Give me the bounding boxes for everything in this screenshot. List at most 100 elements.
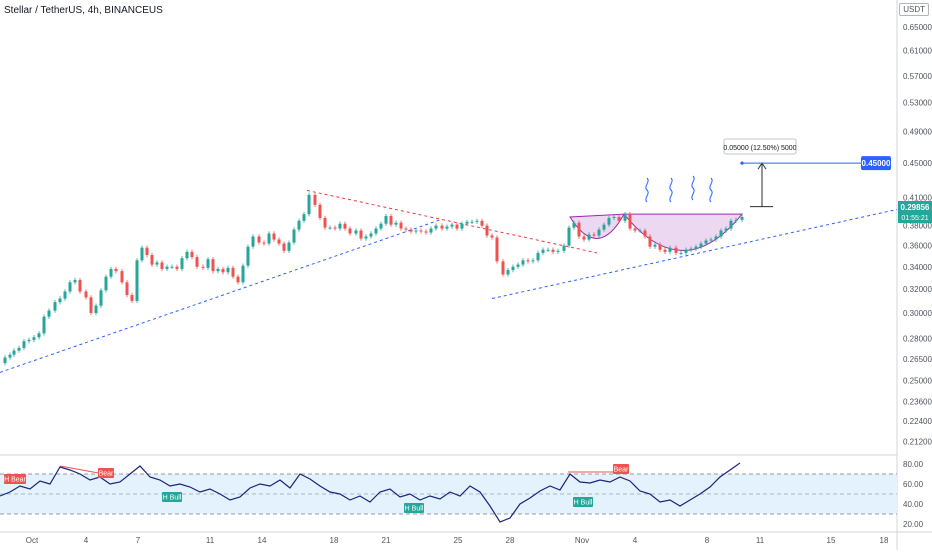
time-tick-label: 4 [84,536,89,545]
candle-body [684,249,688,253]
time-tick-label: 15 [827,536,836,545]
price-tick-label: 0.21200 [903,437,932,446]
candle-body [526,260,530,262]
time-tick-label: 21 [382,536,391,545]
quote-currency-badge[interactable]: USDT [899,3,929,16]
divergence-label: H Bull [574,500,593,507]
candle-body [643,230,647,237]
candle-body [633,228,637,231]
candle-body [653,244,657,247]
candle-body [699,243,703,247]
price-tick-label: 0.25000 [903,376,932,385]
price-tick-label: 0.30000 [903,309,932,318]
candle-body [53,302,57,311]
time-tick-label: 14 [258,536,267,545]
candle-body [597,229,601,236]
candle-body [470,221,474,223]
candle-body [704,240,708,244]
candle-body [201,266,205,268]
candle-body [602,224,606,230]
time-tick-label: 18 [330,536,339,545]
candle-body [190,251,194,258]
candle-body [592,234,596,236]
divergence-label-box [4,474,26,484]
candle-body [195,257,199,267]
candle-body [460,223,464,229]
candle-body [587,234,591,240]
candle-body [495,237,499,262]
candle-body [551,249,555,252]
candle-body [78,280,82,292]
cup-arc [622,213,744,251]
candle-body [145,247,149,255]
candle-body [628,214,632,229]
price-tick-label: 0.49000 [903,128,932,137]
rsi-tick-label: 20.00 [903,520,924,529]
candle-body [272,233,276,240]
candle-body [282,243,286,251]
candle-body [99,290,103,306]
steam-squiggle [645,177,649,203]
candle-body [216,268,220,272]
candle-body [89,297,93,314]
candle-body [236,276,240,283]
price-tick-label: 0.32000 [903,285,932,294]
candle-body [694,246,698,249]
rsi-line [0,462,741,523]
candle-body [490,235,494,238]
candle-body [521,260,525,265]
bear-divergence-line [59,465,105,475]
candle-body [348,228,352,234]
candle-body [94,305,98,314]
candle-body [689,248,693,250]
candle-body [511,266,515,271]
chart-title: Stellar / TetherUS, 4h, BINANCEUS [4,5,163,16]
candle-body [399,222,403,229]
price-tick-label: 0.28000 [903,335,932,344]
candle-body [379,223,383,229]
time-tick-label: Oct [26,536,39,545]
candle-body [130,294,134,301]
price-axis[interactable]: 0.65000 0.61000 0.57000 0.53000 0.49000 0.450… [898,23,932,446]
candle-body [607,217,611,225]
steam-squiggle [691,175,695,201]
candle-body [302,214,306,221]
candle-body [475,220,479,222]
candle-body [612,216,616,218]
candle-body [572,222,576,228]
candle-body [546,249,550,251]
candle-body [206,259,210,268]
rsi-tick-label: 60.00 [903,480,924,489]
candle-body [313,194,317,205]
candle-body [109,268,113,277]
candle-body [338,223,342,229]
time-tick-label: 18 [880,536,889,545]
candle-body [638,230,642,232]
time-axis[interactable]: Oct 4 7 11 14 18 21 25 28 Nov 4 8 11 15 18 [26,536,889,545]
candle-body [485,225,489,236]
candle-body [389,216,393,225]
time-tick-label: Nov [575,536,589,545]
candle-body [211,259,215,272]
candle-body [160,262,164,269]
time-tick-label: 7 [136,536,141,545]
candle-body [577,222,581,237]
candle-body [374,228,378,234]
candle-body [104,276,108,291]
candle-body [455,224,459,229]
candle-body [120,271,124,283]
candle-body [47,310,51,317]
candle-body [68,282,72,292]
candle-body [287,242,291,251]
candle-body [445,226,449,229]
candle-body [155,262,159,265]
divergence-label-box [573,497,593,507]
candle-body [531,260,535,262]
rsi-panel: 80.00 60.00 40.00 20.00 H Bear Bear H Bull H Bu… [0,460,924,529]
price-tick-label: 0.57000 [903,72,932,81]
candle-body [409,229,413,232]
candle-body [404,228,408,230]
divergence-label-box [613,464,629,474]
candle-body [328,227,332,229]
